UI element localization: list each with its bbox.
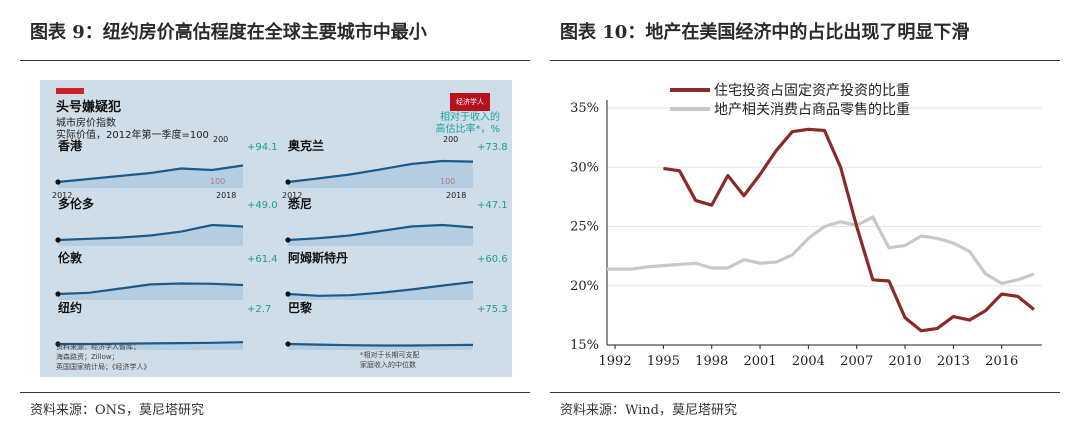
city-area-4 [58,283,243,300]
economist-logo: 经济学人 [450,93,490,111]
city-line-1 [287,159,474,184]
panel-subtitle-1: 城市房价指数 [56,118,116,129]
city-line-3 [287,223,474,242]
x-tick-label: 2004 [792,354,825,369]
city-start-dot [55,291,61,297]
city-value-label: +60.6 [477,254,508,265]
city-value-label: +61.4 [247,254,278,265]
city-start-dot [285,341,291,347]
city-line-5 [287,280,474,297]
city-name-label: 香港 [57,138,83,153]
legend-label: 住宅投资占固定资产投资的比重 [714,83,910,99]
city-area-0 [58,165,243,188]
x-tick-label: 1998 [695,354,728,369]
city-line-6 [58,341,244,346]
y-tick-label: 30% [570,160,599,175]
panel-footer-right-1: *相对于长期可支配 [360,351,420,359]
year-end-label: 2018 [216,191,236,200]
city-name-label: 多伦多 [58,196,94,211]
city-line-4 [57,282,244,296]
city-line-7 [287,342,474,347]
city-value-label: +75.3 [477,304,508,315]
x-tick-label: 2007 [840,354,873,369]
left-figure-title: 图表 9：纽约房价高估程度在全球主要城市中最小 [30,22,427,43]
x-tick-label: 2013 [937,354,970,369]
x-tick-label: 2016 [985,354,1018,369]
panel-subtitle-2: 实际价值，2012年第一季度=100 [56,130,209,141]
legend-label: 地产相关消费占商品零售的比重 [714,102,910,118]
panel-note-2: 高估比率*，% [435,124,500,135]
city-value-label: +49.0 [247,200,278,211]
city-line-2 [57,223,244,242]
right-source-rule [550,392,1060,393]
right-figure-title: 图表 10：地产在美国经济中的占比出现了明显下滑 [560,22,970,43]
right-title-rule [550,60,1060,61]
y-tick-label: 25% [570,220,599,235]
left-title-rule [20,60,530,61]
panel-footer-right-2: 家庭收入的中位数 [360,361,416,369]
city-name-label: 巴黎 [288,300,312,315]
city-start-dot [285,237,291,243]
city-name-label: 纽约 [58,300,82,315]
series-line-1 [607,215,1035,285]
right-source: 资料来源：Wind，莫尼塔研究 [560,403,737,418]
city-name-label: 伦敦 [58,250,83,265]
year-start-label: 2012 [282,191,302,200]
x-tick-label: 2001 [744,354,777,369]
panel-note-1: 相对于收入的 [440,112,500,123]
left-source-rule [20,392,530,393]
x-tick-label: 1995 [647,354,680,369]
us-property-share-chart: 35% 30% 25% 20% 15%1992 1995 1998 2001 2004 2007 2… [570,83,1042,369]
city-value-label: +2.7 [247,304,271,315]
city-name-label: 悉尼 [287,196,312,211]
city-name-label: 奥克兰 [288,138,324,153]
x-tick-label: 1992 [599,354,632,369]
y-tick-label: 20% [570,279,599,294]
y-tick-label: 35% [570,101,599,116]
red-accent-bar [56,88,84,94]
city-start-dot [55,237,61,243]
small-multiples-chart: 香港+94.120010020122018奥克兰+73.820010020122… [52,135,508,350]
city-start-dot [55,341,61,347]
panel-footer-left-2: 海森路资；Zillow； [56,353,119,361]
left-source: 资料来源：ONS，莫尼塔研究 [30,403,204,418]
city-start-dot [285,179,291,185]
city-value-label: +73.8 [477,142,508,153]
year-end-label: 2018 [446,191,466,200]
city-name-label: 阿姆斯特丹 [288,250,348,265]
city-value-label: +94.1 [247,142,278,153]
axis-200-label: 200 [213,135,228,144]
city-value-label: +47.1 [477,200,508,211]
city-house-price-panel: 经济学人 头号嫌疑犯 城市房价指数 实际价值，2012年第一季度=100 相对于… [40,80,512,377]
y-tick-label: 15% [570,338,599,353]
city-area-1 [288,161,473,188]
series-line-0 [663,127,1035,333]
city-start-dot [55,179,61,185]
panel-footer-left-3: 英国国家统计局；《经济学人》 [56,363,151,371]
city-start-dot [285,291,291,297]
axis-200-label: 200 [443,135,458,144]
panel-footer-left-1: 资料来源：经济学人智库； [56,343,140,351]
x-tick-label: 2010 [889,354,922,369]
panel-headline: 头号嫌疑犯 [56,100,122,115]
city-area-3 [288,225,473,246]
city-line-0 [57,164,244,184]
year-start-label: 2012 [52,191,72,200]
